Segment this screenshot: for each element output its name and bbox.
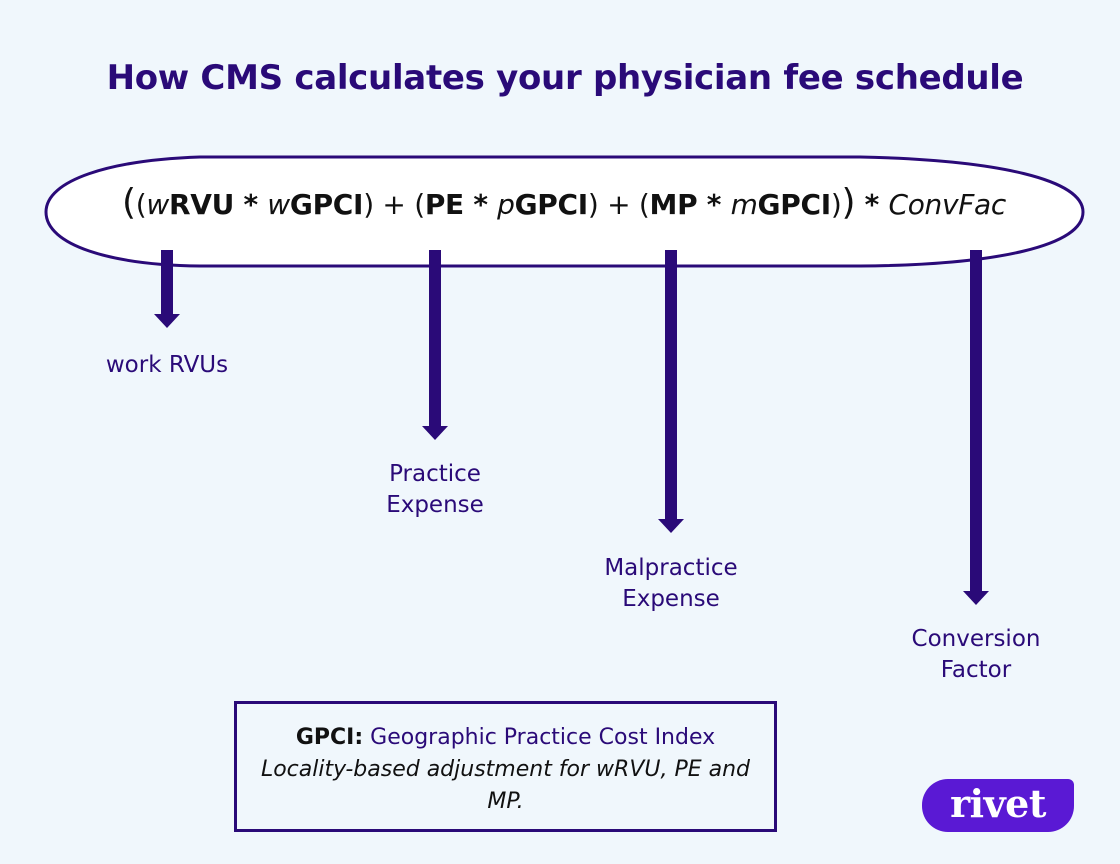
formula-ellipse xyxy=(44,155,1085,268)
gpci-note-box: GPCI: Geographic Practice Cost Index Loc… xyxy=(234,701,777,832)
label-practice-expense: Practice Expense xyxy=(386,461,484,518)
label-malpractice-expense: Malpractice Expense xyxy=(604,555,738,612)
arrow-malpractice-expense xyxy=(658,250,684,533)
arrow-work-rvu xyxy=(154,250,180,328)
note-term: GPCI: xyxy=(295,725,364,750)
formula-text: ((wRVU * wGPCI) + (PE * pGPCI) + (MP * m… xyxy=(121,182,1007,223)
arrow-conversion-factor xyxy=(963,250,989,605)
label-conversion-factor: Conversion Factor xyxy=(911,626,1041,683)
arrow-practice-expense xyxy=(422,250,448,440)
note-definition: Geographic Practice Cost Index xyxy=(370,725,716,750)
rivet-logo: rivet xyxy=(922,779,1074,832)
label-work-rvus: work RVUs xyxy=(105,352,229,378)
note-description: Locality-based adjustment for wRVU, PE a… xyxy=(260,757,751,814)
page-title: How CMS calculates your physician fee sc… xyxy=(106,58,1024,98)
